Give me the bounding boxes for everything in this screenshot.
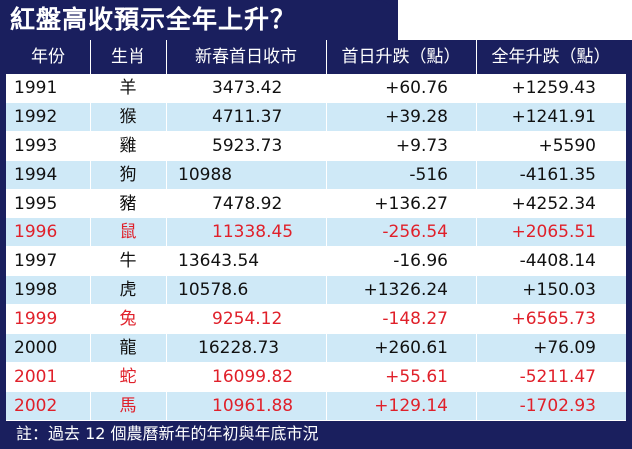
column-divider [90,40,91,421]
zodiac-cell: 猴 [119,106,137,127]
table-row: 2001 蛇 16099.82 +55.61 -5211.47 [6,362,626,392]
open-close-cell: 7478.92 [212,193,283,214]
full-year-change-cell: +1259.43 [511,78,596,98]
table-row: 1996 鼠 11338.45 -256.54 +2065.51 [6,218,626,248]
first-day-change-cell: +39.28 [385,106,448,127]
full-year-change-cell: +2065.51 [511,222,596,243]
year-cell: 1999 [14,309,58,330]
first-day-change-cell: +260.61 [374,338,448,359]
zodiac-cell: 虎 [119,280,137,301]
table-row: 2002 馬 10961.88 +129.14 -1702.93 [6,391,626,421]
year-cell: 1995 [14,193,58,214]
header-first-day: 首日升跌（點） [341,47,461,67]
column-divider [326,40,327,421]
open-close-cell: 16099.82 [212,366,294,387]
first-day-change-cell: +60.76 [385,78,448,98]
first-day-change-cell: +55.61 [385,366,448,387]
open-close-cell: 11338.45 [212,222,294,243]
open-close-cell: 3473.42 [212,78,283,98]
first-day-change-cell: -148.27 [382,309,448,330]
title-background [398,0,632,40]
open-close-cell: 10961.88 [212,395,294,416]
open-close-cell: 5923.73 [212,135,283,156]
first-day-change-cell: -516 [409,164,448,185]
year-cell: 1994 [14,164,58,185]
full-year-change-cell: +76.09 [533,338,596,359]
year-cell: 2000 [14,338,58,359]
year-cell: 1996 [14,222,58,243]
data-table: 年份 生肖 新春首日收市 首日升跌（點） 全年升跌（點） 1991 羊 3473.4… [6,40,626,421]
header-open: 新春首日收市 [195,47,297,67]
open-close-cell: 16228.73 [198,338,280,359]
zodiac-cell: 馬 [119,395,137,416]
zodiac-cell: 鼠 [119,222,137,243]
year-cell: 1993 [14,135,58,156]
full-year-change-cell: -1702.93 [519,395,596,416]
zodiac-cell: 蛇 [119,366,137,387]
table-row: 2000 龍 16228.73 +260.61 +76.09 [6,334,626,363]
first-day-change-cell: +9.73 [395,135,448,156]
header-year: 年份 [31,47,65,67]
open-close-cell: 4711.37 [212,106,283,127]
first-day-change-cell: +136.27 [374,193,448,214]
zodiac-cell: 羊 [119,78,137,98]
first-day-change-cell: -256.54 [382,222,448,243]
table-row: 1994 狗 10988 -516 -4161.35 [6,160,626,190]
open-close-cell: 9254.12 [212,309,283,330]
open-close-cell: 10578.6 [178,280,249,301]
table-row: 1992 猴 4711.37 +39.28 +1241.91 [6,102,626,132]
open-close-cell: 13643.54 [178,251,260,272]
year-cell: 1998 [14,280,58,301]
zodiac-cell: 雞 [119,135,137,156]
full-year-change-cell: +5590 [538,135,596,156]
full-year-change-cell: -4161.35 [519,164,596,185]
zodiac-cell: 豬 [119,193,137,214]
header-zodiac: 生肖 [111,47,145,67]
table-row: 1999 兔 9254.12 -148.27 +6565.73 [6,305,626,335]
zodiac-cell: 牛 [119,251,137,272]
zodiac-cell: 龍 [119,338,137,359]
full-year-change-cell: +4252.34 [511,193,596,214]
table-row: 1997 牛 13643.54 -16.96 -4408.14 [6,247,626,277]
full-year-change-cell: +1241.91 [511,106,596,127]
full-year-change-cell: -4408.14 [519,251,596,272]
year-cell: 1992 [14,106,58,127]
zodiac-cell: 狗 [119,164,137,185]
year-cell: 1997 [14,251,58,272]
footnote: 註：過去 12 個農曆新年的年初與年底市況 [16,424,319,443]
full-year-change-cell: +150.03 [522,280,596,301]
table-row: 1993 雞 5923.73 +9.73 +5590 [6,131,626,161]
header-full-year: 全年升跌（點） [491,47,611,67]
column-divider [166,40,167,421]
table-row: 1995 豬 7478.92 +136.27 +4252.34 [6,189,626,219]
year-cell: 2002 [14,395,58,416]
table-title: 紅盤高收預示全年上升？ [10,5,297,34]
column-divider [476,40,477,421]
year-cell: 2001 [14,366,58,387]
year-cell: 1991 [14,78,58,98]
zodiac-cell: 兔 [119,309,137,330]
table-body: 1991 羊 3473.42 +60.76 +1259.43 1992 猴 4711.37 +3… [6,74,626,421]
header-row: 年份 生肖 新春首日收市 首日升跌（點） 全年升跌（點） [6,40,626,74]
full-year-change-cell: -5211.47 [519,366,596,387]
table-row: 1998 虎 10578.6 +1326.24 +150.03 [6,276,626,306]
open-close-cell: 10988 [178,164,233,185]
table-row: 1991 羊 3473.42 +60.76 +1259.43 [6,74,626,103]
title-tab: 紅盤高收預示全年上升？ [0,0,398,40]
full-year-change-cell: +6565.73 [511,309,596,330]
first-day-change-cell: -16.96 [393,251,448,272]
first-day-change-cell: +1326.24 [363,280,448,301]
first-day-change-cell: +129.14 [374,395,448,416]
